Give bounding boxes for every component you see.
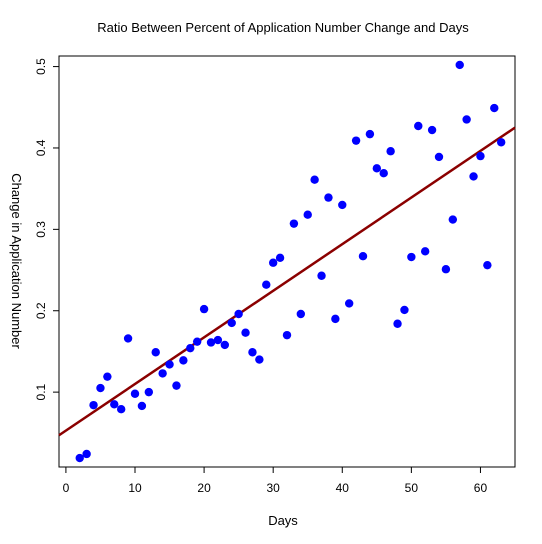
data-point: [82, 449, 91, 459]
data-point: [234, 309, 243, 319]
data-point: [255, 355, 264, 364]
data-point: [158, 369, 167, 378]
data-point: [420, 247, 430, 256]
data-point: [372, 164, 382, 173]
data-point: [213, 335, 223, 345]
data-point: [338, 200, 347, 210]
x-axis-label: Days: [268, 513, 298, 528]
data-point: [75, 453, 84, 463]
y-tick-label: 0.1: [34, 383, 48, 400]
data-point: [448, 215, 458, 224]
data-point: [96, 383, 105, 393]
data-point: [116, 405, 126, 414]
data-point: [455, 60, 464, 70]
data-point: [496, 138, 506, 147]
data-point: [165, 360, 174, 369]
data-point: [296, 309, 306, 319]
data-point: [386, 147, 395, 156]
data-point: [289, 219, 299, 228]
data-point: [282, 330, 292, 340]
data-point: [317, 271, 326, 280]
data-point: [275, 253, 285, 263]
data-point: [358, 252, 368, 261]
data-point: [310, 175, 319, 184]
data-point: [172, 381, 181, 390]
data-point: [144, 387, 154, 397]
x-tick-label: 30: [267, 481, 281, 495]
data-point: [268, 258, 278, 267]
data-point: [103, 372, 112, 381]
data-point: [137, 401, 147, 411]
data-point: [206, 338, 216, 347]
data-point: [400, 305, 409, 315]
data-point: [324, 193, 333, 202]
y-axis: 0.1 0.2 0.3 0.4 0.5: [34, 58, 60, 400]
y-tick-label: 0.3: [34, 221, 48, 238]
x-tick-label: 40: [336, 481, 350, 495]
data-point: [199, 304, 209, 314]
data-point: [262, 280, 271, 289]
x-tick-label: 60: [474, 481, 488, 495]
x-tick-label: 10: [128, 481, 142, 495]
data-point: [110, 400, 119, 409]
data-point: [462, 115, 471, 124]
data-point: [220, 340, 230, 350]
data-point: [414, 121, 423, 131]
data-point: [241, 328, 250, 337]
plot-frame: [58, 55, 516, 468]
data-point: [123, 334, 133, 343]
y-tick-label: 0.4: [34, 139, 48, 156]
data-point: [186, 343, 195, 353]
data-point: [179, 356, 188, 365]
data-point: [227, 318, 236, 328]
data-point: [151, 348, 160, 357]
data-point: [303, 210, 312, 219]
data-point: [441, 265, 451, 274]
x-tick-label: 20: [197, 481, 211, 495]
data-point: [351, 136, 361, 145]
data-point: [476, 151, 485, 161]
data-point: [344, 299, 354, 308]
y-tick-label: 0.2: [34, 302, 48, 319]
fit-line-layer: [58, 126, 516, 437]
data-point: [393, 319, 402, 328]
x-tick-label: 0: [63, 481, 70, 495]
data-point: [89, 400, 98, 410]
x-axis: 0 10 20 30 40 50 60: [63, 466, 488, 495]
points-layer: [75, 60, 506, 463]
y-axis-label: Change in Application Number: [9, 173, 24, 349]
data-point: [365, 129, 375, 139]
data-point: [427, 125, 437, 135]
data-point: [490, 103, 499, 113]
data-point: [192, 337, 202, 346]
y-tick-label: 0.5: [34, 58, 48, 75]
regression-line: [58, 126, 516, 437]
data-point: [130, 389, 140, 398]
chart-title: Ratio Between Percent of Application Num…: [97, 20, 469, 35]
data-point: [248, 348, 257, 357]
data-point: [469, 172, 478, 181]
data-point: [331, 314, 340, 324]
x-tick-label: 50: [405, 481, 419, 495]
data-point: [483, 260, 492, 270]
data-point: [434, 152, 444, 162]
data-point: [379, 168, 388, 178]
data-point: [407, 252, 416, 262]
